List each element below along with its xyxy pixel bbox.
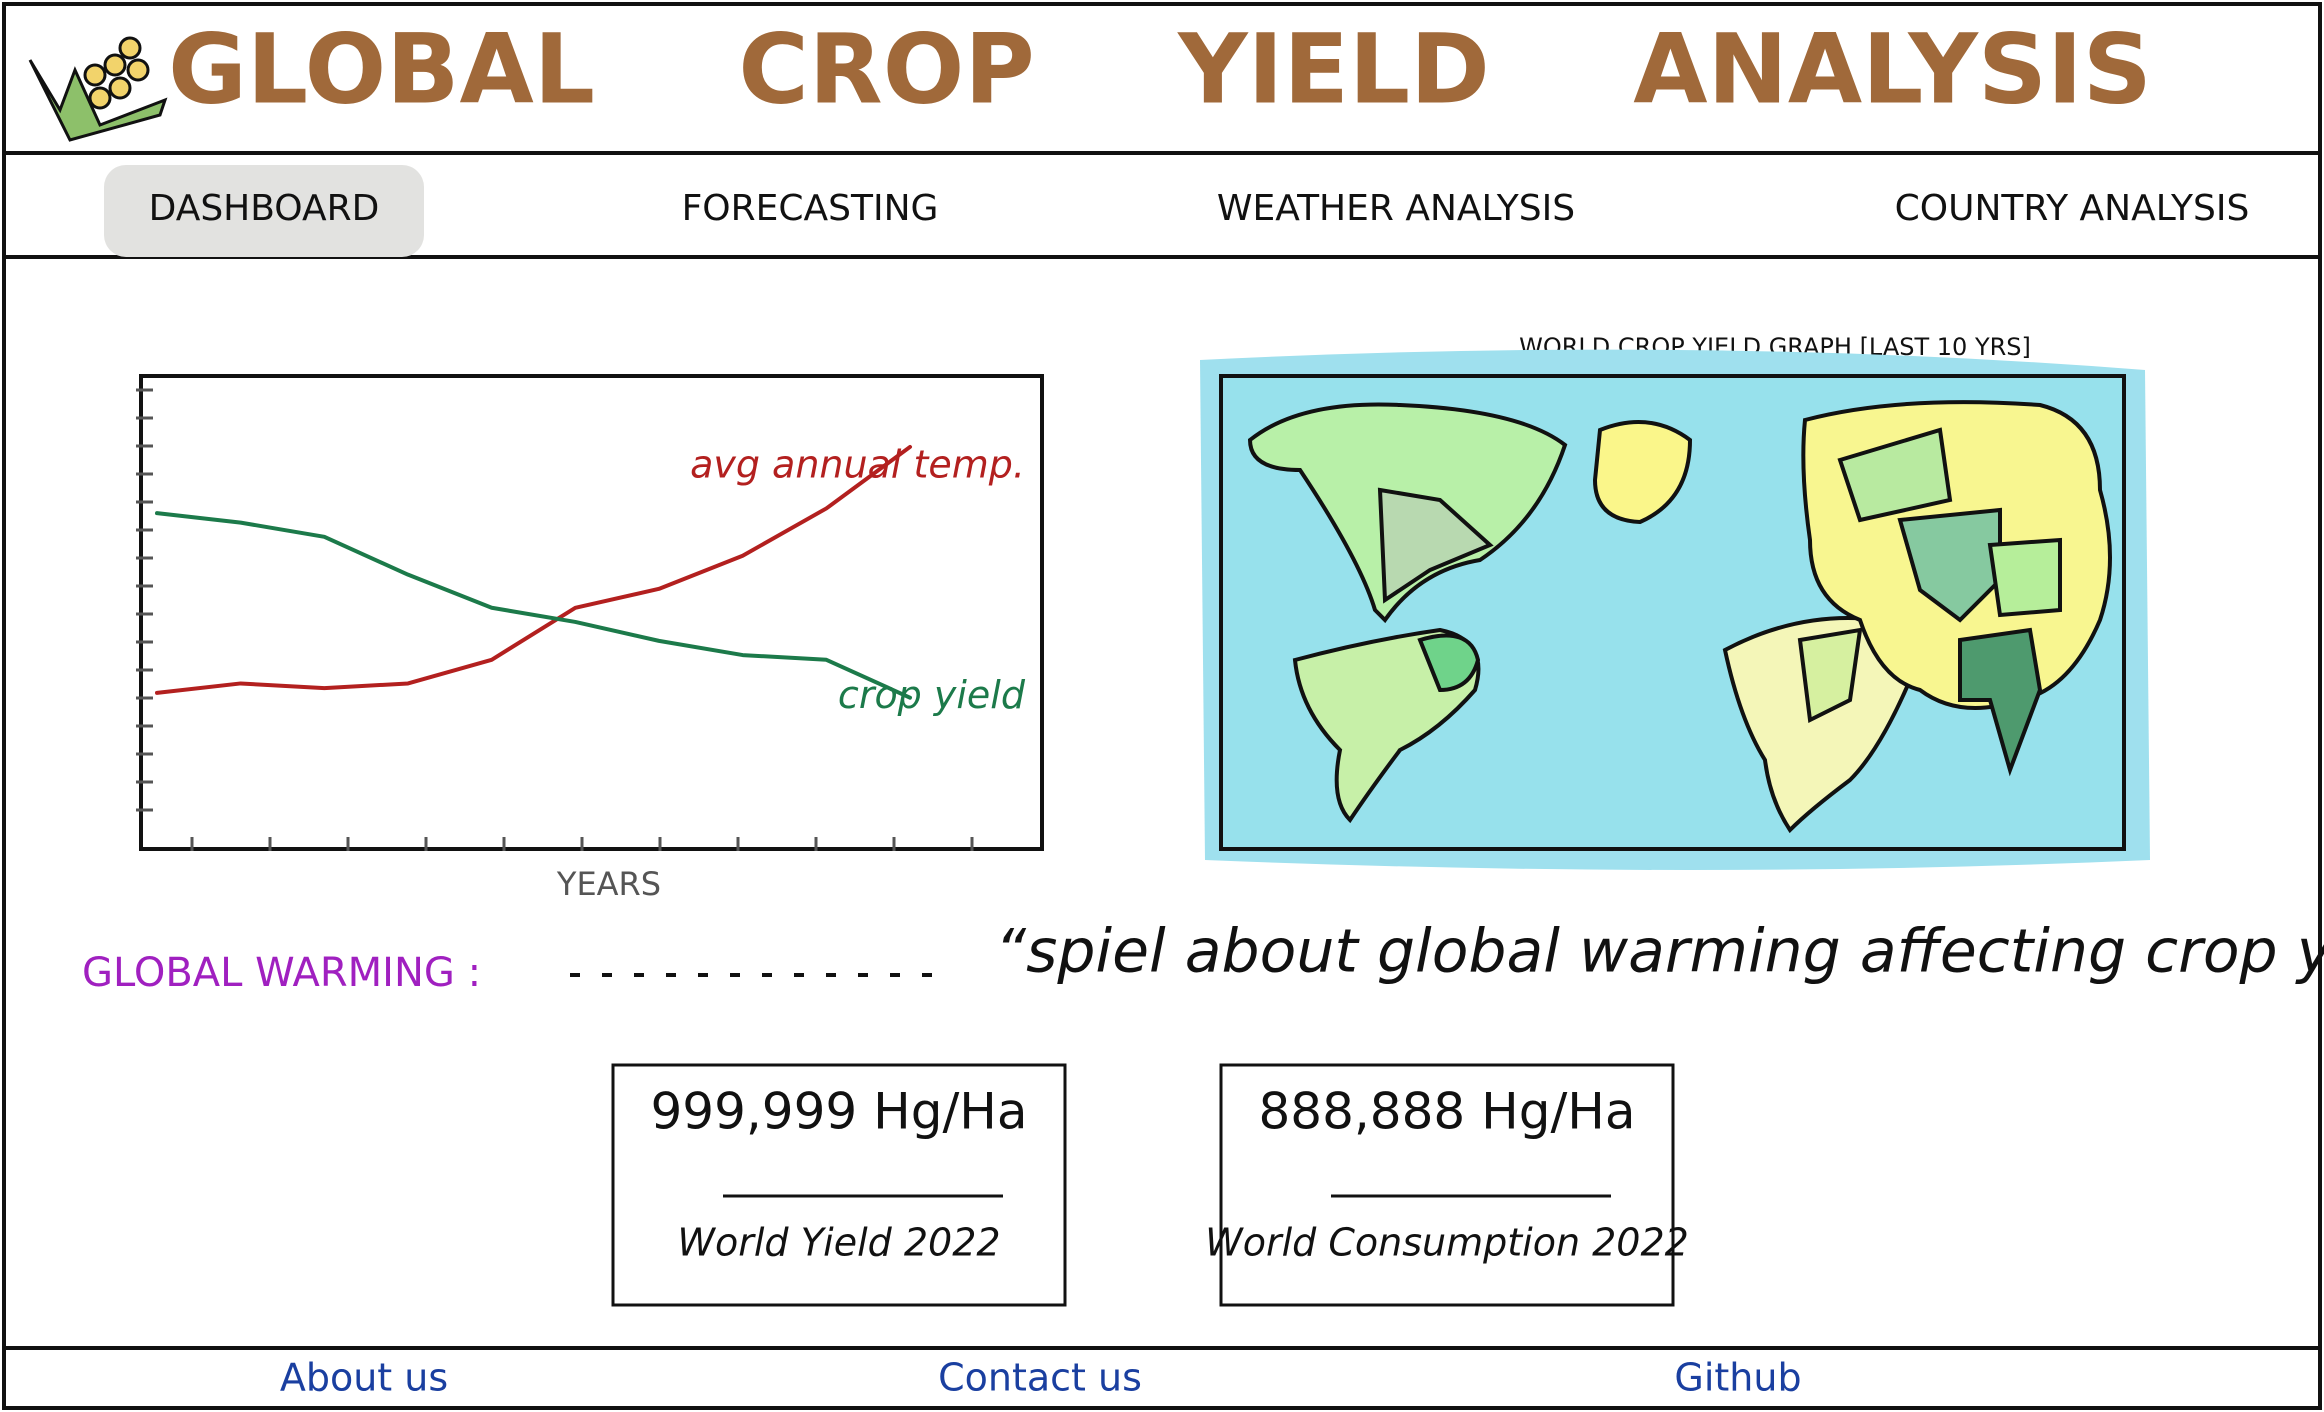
nav-active-bg <box>104 165 424 257</box>
footer-link[interactable]: Contact us <box>938 1356 1142 1400</box>
logo[interactable] <box>28 36 168 142</box>
stat-card <box>611 1063 1067 1307</box>
series-line <box>155 511 912 700</box>
stat-label: World Consumption 2022 <box>1205 1221 1689 1265</box>
line-chart: avg annual temp. crop yield <box>136 388 1026 851</box>
nav-item[interactable]: FORECASTING <box>682 188 939 229</box>
stat-label: World Yield 2022 <box>677 1221 1000 1265</box>
series-label: crop yield <box>838 673 1026 717</box>
chart-frame <box>139 374 1044 851</box>
nav-bar: DASHBOARD FORECASTING WEATHER ANALYSIS COUN… <box>149 188 2250 229</box>
stat-card <box>1219 1063 1675 1307</box>
series-line <box>155 444 912 695</box>
footer-link[interactable]: About us <box>280 1356 448 1400</box>
stat-value: 999,999 Hg/Ha <box>650 1083 1027 1141</box>
x-axis-label: YEARS <box>556 865 661 903</box>
stat-value: 888,888 Hg/Ha <box>1258 1083 1635 1141</box>
global-warming-label: GLOBAL WARMING : <box>82 950 481 996</box>
nav-item[interactable]: WEATHER ANALYSIS <box>1217 188 1575 229</box>
world-map[interactable] <box>1219 374 2126 851</box>
nav-item[interactable]: COUNTRY ANALYSIS <box>1895 188 2250 229</box>
stats: 999,999 Hg/Ha World Yield 2022 888,888 Hg/… <box>611 1063 1689 1307</box>
footer: About us Contact us Github <box>280 1356 1802 1400</box>
footer-link[interactable]: Github <box>1674 1356 1801 1400</box>
nav-item[interactable]: DASHBOARD <box>149 188 380 229</box>
site-title: GLOBAL CROP YIELD ANALYSIS <box>168 13 2152 125</box>
series-label: avg annual temp. <box>690 442 1025 486</box>
global-warming-text: “spiel about global warming affecting cr… <box>995 917 2324 987</box>
